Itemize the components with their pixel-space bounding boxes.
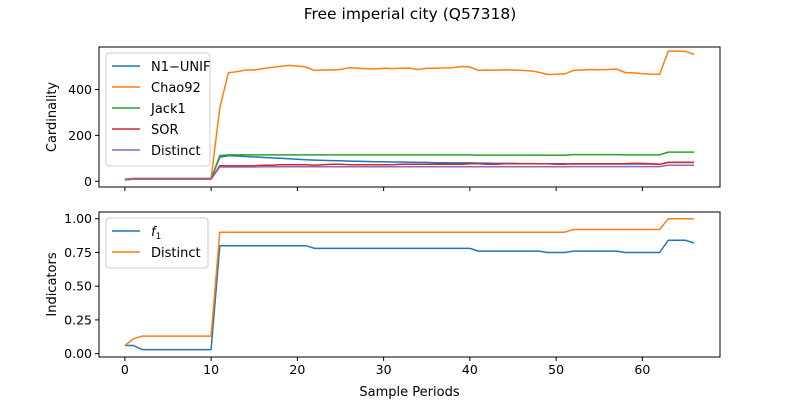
- series-line-sor: [124, 161, 695, 181]
- x-tick-label: 30: [376, 362, 392, 377]
- legend-label: Chao92: [151, 81, 201, 96]
- axes-frame: [98, 46, 721, 188]
- y-tick-label: 0.25: [64, 312, 92, 327]
- legend-label: Distinct: [151, 144, 201, 159]
- series-line-jack1: [124, 151, 695, 181]
- legend-label: Jack1: [150, 102, 186, 117]
- legend-label-f1: f1: [151, 225, 161, 242]
- y-tick-label: 0.75: [64, 245, 92, 260]
- y-tick-label: 0.50: [64, 279, 92, 294]
- x-tick-label: 10: [203, 362, 219, 377]
- y-tick-label: 400: [68, 82, 92, 97]
- x-axis-label: Sample Periods: [359, 385, 459, 400]
- series-line-distinct: [124, 164, 695, 181]
- y-tick-label: 1.00: [64, 211, 92, 226]
- x-tick-label: 40: [462, 362, 478, 377]
- figure-title: Free imperial city (Q57318): [304, 5, 517, 23]
- y-axis-label: Indicators: [45, 252, 60, 316]
- x-tick-label: 0: [121, 362, 129, 377]
- y-axis-label: Cardinality: [45, 82, 60, 153]
- legend-label: SOR: [151, 123, 179, 138]
- cardinality-panel: 0 200 400 Cardinality N1−UNIF Chao92 Jack1 SOR D…: [45, 46, 721, 191]
- x-tick-label: 20: [289, 362, 305, 377]
- y-tick-label: 0: [84, 174, 92, 189]
- x-tick-label: 50: [548, 362, 564, 377]
- y-tick-label: 200: [68, 128, 92, 143]
- indicators-panel: 0.00 0.25 0.50 0.75 1.00 0 10 20 30 40 50 60 Indicat…: [45, 211, 721, 400]
- series-line-chao92: [124, 50, 695, 181]
- legend-box: [105, 52, 211, 167]
- axes-frame: [98, 211, 721, 358]
- series-line-distinct: [124, 217, 695, 347]
- legend-label: Distinct: [151, 246, 201, 261]
- y-tick-label: 0.00: [64, 346, 92, 361]
- series-line-f1: [124, 239, 695, 351]
- legend-label: N1−UNIF: [151, 60, 210, 75]
- x-tick-label: 60: [634, 362, 650, 377]
